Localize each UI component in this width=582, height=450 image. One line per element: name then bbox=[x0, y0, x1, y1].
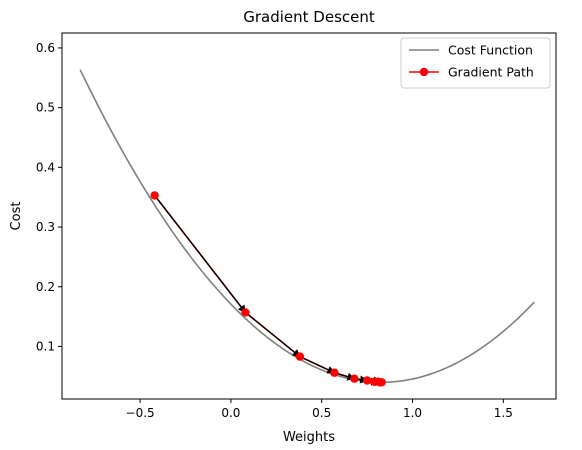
y-tick-label: 0.2 bbox=[36, 280, 55, 294]
gradient-step-arrow bbox=[244, 311, 301, 358]
gradient-path-line bbox=[153, 194, 382, 384]
legend: Cost Function Gradient Path bbox=[400, 37, 551, 89]
x-tick-label: 1.5 bbox=[494, 406, 513, 420]
axis-ticks: −0.5 0.0 0.5 1.0 1.5 0.1 0.2 0.3 0.4 0.5 0.6 bbox=[36, 41, 513, 420]
gradient-path-point bbox=[295, 352, 305, 361]
y-tick-label: 0.3 bbox=[36, 220, 55, 234]
y-axis-label: Cost bbox=[9, 202, 24, 231]
x-tick-label: 0.5 bbox=[312, 406, 331, 420]
x-tick-label: 0.0 bbox=[221, 406, 240, 420]
legend-label-gradient-path: Gradient Path bbox=[448, 65, 534, 80]
legend-marker-gradient-path bbox=[419, 67, 429, 77]
plot-area bbox=[79, 69, 535, 387]
cost-function-line bbox=[79, 69, 535, 384]
gradient-path-point bbox=[150, 191, 159, 200]
legend-label-cost-function: Cost Function bbox=[448, 43, 533, 58]
y-tick-label: 0.1 bbox=[36, 339, 55, 353]
gradient-path-point bbox=[241, 308, 250, 317]
gradient-path-point bbox=[330, 368, 339, 377]
y-tick-label: 0.6 bbox=[36, 41, 55, 55]
x-axis-label: Weights bbox=[283, 430, 335, 445]
gradient-path-point bbox=[377, 378, 386, 387]
gradient-path-point bbox=[350, 374, 359, 383]
y-tick-label: 0.4 bbox=[36, 160, 55, 174]
y-tick-label: 0.5 bbox=[36, 101, 55, 115]
gradient-step-arrow bbox=[154, 194, 247, 314]
gradient-step-arrow bbox=[299, 355, 336, 374]
x-tick-label: 1.0 bbox=[403, 406, 422, 420]
gradient-path-point bbox=[362, 376, 372, 385]
x-tick-label: −0.5 bbox=[126, 406, 155, 420]
chart-title: Gradient Descent bbox=[243, 8, 375, 26]
plot-frame bbox=[61, 32, 557, 400]
